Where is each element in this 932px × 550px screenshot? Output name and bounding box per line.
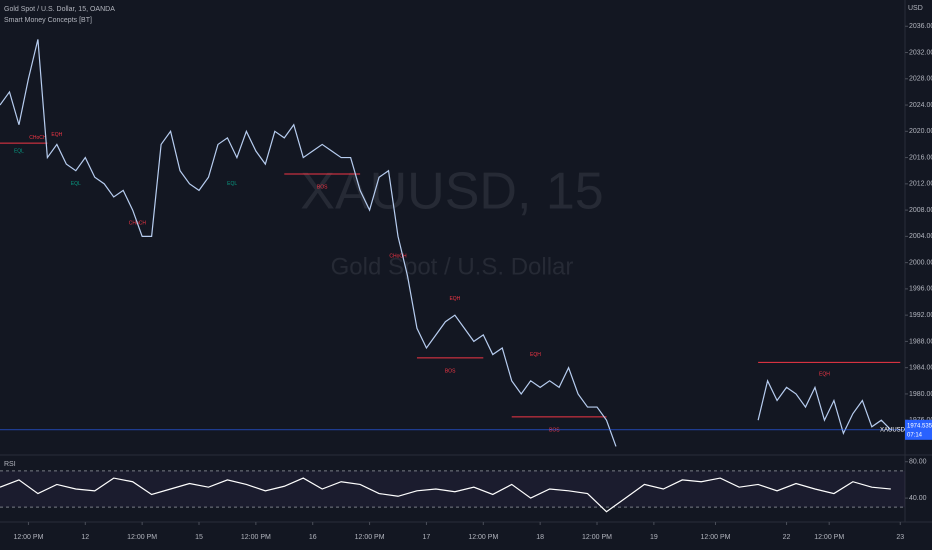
smc-label: BOS — [549, 427, 560, 433]
y-tick-label: 1992.000 — [909, 312, 932, 319]
x-tick-label: 18 — [536, 534, 544, 541]
y-tick-label: 80.00 — [909, 459, 927, 466]
y-tick-label: 2000.000 — [909, 259, 932, 266]
y-tick-label: 2020.000 — [909, 128, 932, 135]
x-tick-label: 12:00 PM — [468, 534, 498, 541]
y-tick-label: 1988.000 — [909, 338, 932, 345]
x-tick-label: 23 — [896, 534, 904, 541]
price-line — [0, 477, 891, 513]
x-tick-label: 22 — [783, 534, 791, 541]
x-tick-label: 12:00 PM — [13, 534, 43, 541]
x-tick-label: 12:00 PM — [582, 534, 612, 541]
y-tick-label: 2008.000 — [909, 207, 932, 214]
x-tick-label: 17 — [423, 534, 431, 541]
axis-unit: USD — [908, 5, 923, 12]
y-tick-label: 2036.000 — [909, 23, 932, 30]
y-tick-label: 2028.000 — [909, 76, 932, 83]
x-tick-label: 12 — [81, 534, 89, 541]
y-tick-label: 2012.000 — [909, 181, 932, 188]
smc-label: EQH — [51, 132, 62, 138]
x-tick-label: 15 — [195, 534, 203, 541]
y-tick-label: 1996.000 — [909, 286, 932, 293]
x-tick-label: 12:00 PM — [241, 534, 271, 541]
smc-label: BOS — [317, 184, 328, 190]
x-tick-label: 12:00 PM — [127, 534, 157, 541]
smc-label: EQL — [14, 148, 24, 154]
last-price-box — [905, 419, 932, 440]
smc-label: CHoCH — [29, 135, 47, 141]
y-tick-label: 40.00 — [909, 495, 927, 502]
y-tick-label: 2032.000 — [909, 49, 932, 56]
watermark: XAUUSD, 15 — [300, 163, 603, 221]
x-tick-label: 16 — [309, 534, 317, 541]
x-tick-label: 12:00 PM — [814, 534, 844, 541]
smc-label: EQL — [71, 181, 81, 187]
smc-label: EQL — [227, 181, 237, 187]
y-tick-label: 1984.000 — [909, 365, 932, 372]
x-tick-label: 12:00 PM — [355, 534, 385, 541]
last-price-symbol: XAUUSD — [880, 427, 906, 433]
countdown: 07:14 — [907, 432, 923, 438]
smc-label: BOS — [445, 368, 456, 374]
indicator-title: Smart Money Concepts [BT] — [4, 17, 92, 24]
chart-title: Gold Spot / U.S. Dollar, 15, OANDA — [4, 6, 115, 13]
smc-label: EQH — [449, 296, 460, 302]
last-price-label: 1974.535 — [907, 423, 932, 429]
y-tick-label: 2016.000 — [909, 154, 932, 161]
watermark-subtitle: Gold Spot / U.S. Dollar — [331, 253, 574, 280]
smc-label: EQH — [530, 352, 541, 358]
y-tick-label: 1980.000 — [909, 391, 932, 398]
smc-label: CHoCH — [389, 253, 407, 259]
y-tick-label: 2024.000 — [909, 102, 932, 109]
rsi-title: RSI — [4, 461, 16, 468]
smc-label: EQH — [819, 372, 830, 378]
y-tick-label: 2004.000 — [909, 233, 932, 240]
x-tick-label: 19 — [650, 534, 658, 541]
price-line — [0, 39, 892, 447]
x-tick-label: 12:00 PM — [700, 534, 730, 541]
rsi-band-fill — [0, 470, 905, 508]
